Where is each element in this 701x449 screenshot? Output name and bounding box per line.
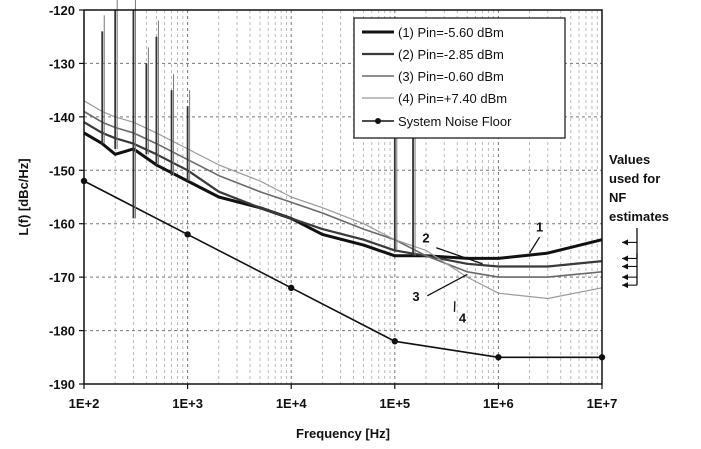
noise-floor-point: [495, 354, 501, 360]
annotation-layer: 1 2 3 4: [412, 220, 637, 326]
y-tick-label: -180: [49, 324, 75, 339]
y-axis-title: L(f) [dBc/Hz]: [16, 158, 31, 235]
side-note-line-3: NF: [609, 190, 626, 205]
curve-label-arrow: [427, 274, 467, 295]
bracket-arrowhead: [622, 239, 628, 245]
x-tick-label: 1E+7: [587, 396, 618, 411]
x-tick-label: 1E+6: [483, 396, 514, 411]
curve-label-1: 1: [536, 220, 543, 235]
y-tick-label: -140: [49, 110, 75, 125]
side-note: Values used for NF estimates: [609, 152, 669, 224]
side-note-line-4: estimates: [609, 209, 669, 224]
y-tick-label: -170: [49, 270, 75, 285]
y-tick-label: -150: [49, 163, 75, 178]
curve-label-4: 4: [459, 311, 467, 326]
x-tick-label: 1E+5: [379, 396, 410, 411]
bracket-arrowhead: [622, 274, 628, 280]
legend-label-1: (1) Pin=-5.60 dBm: [398, 25, 504, 40]
noise-floor-point: [392, 338, 398, 344]
curve-label-arrow: [530, 237, 540, 253]
y-tick-label: -120: [49, 3, 75, 18]
y-tick-label: -190: [49, 377, 75, 392]
noise-floor-point: [184, 231, 190, 237]
x-tick-label: 1E+3: [172, 396, 203, 411]
bracket-arrowhead: [622, 255, 628, 261]
series-line-1: [84, 133, 602, 259]
x-tick-label: 1E+4: [276, 396, 307, 411]
legend: (1) Pin=-5.60 dBm (2) Pin=-2.85 dBm (3) …: [354, 18, 565, 138]
bracket-arrowhead: [622, 282, 628, 288]
side-note-line-2: used for: [609, 171, 660, 186]
legend-label-3: (3) Pin=-0.60 dBm: [398, 69, 504, 84]
x-axis-title: Frequency [Hz]: [296, 426, 390, 441]
y-tick-label: -160: [49, 217, 75, 232]
noise-floor-point: [288, 285, 294, 291]
bracket-arrowhead: [622, 263, 628, 269]
side-note-line-1: Values: [609, 152, 650, 167]
y-tick-label: -130: [49, 56, 75, 71]
curve-label-2: 2: [422, 230, 429, 245]
legend-label-5: System Noise Floor: [398, 114, 512, 129]
legend-marker-5: [375, 118, 381, 124]
x-tick-label: 1E+2: [69, 396, 100, 411]
legend-label-4: (4) Pin=+7.40 dBm: [398, 91, 507, 106]
curve-label-3: 3: [412, 289, 419, 304]
legend-label-2: (2) Pin=-2.85 dBm: [398, 47, 504, 62]
series-line-2: [84, 122, 602, 266]
